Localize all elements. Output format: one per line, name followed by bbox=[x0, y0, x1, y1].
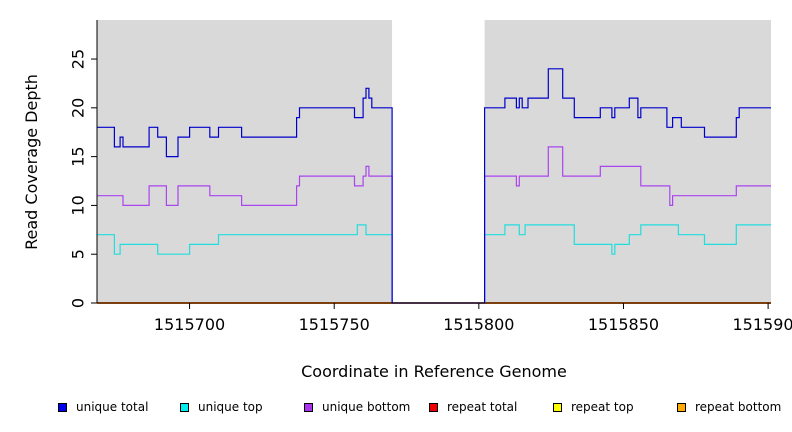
legend-swatch-repeat-top bbox=[553, 402, 562, 412]
legend-label-repeat-total: repeat total bbox=[447, 400, 518, 414]
x-axis-label: Coordinate in Reference Genome bbox=[301, 362, 567, 381]
legend-label-unique-top: unique top bbox=[198, 400, 263, 414]
series-unique-total bbox=[97, 68, 771, 304]
legend-item-repeat-total: repeat total bbox=[429, 400, 517, 414]
x-tick-label: 1515900 bbox=[732, 315, 792, 334]
y-tick-label: 0 bbox=[69, 298, 88, 308]
legend-swatch-unique-bottom bbox=[304, 402, 313, 412]
x-tick-label: 1515800 bbox=[443, 315, 514, 334]
x-tick-label: 1515750 bbox=[299, 315, 370, 334]
y-tick-label: 20 bbox=[69, 98, 88, 118]
legend-swatch-repeat-total bbox=[429, 402, 438, 412]
y-tick-label: 10 bbox=[69, 195, 88, 215]
gap-region bbox=[392, 20, 485, 303]
legend-item-unique-bottom: unique bottom bbox=[304, 400, 410, 414]
legend-item-repeat-bottom: repeat bottom bbox=[677, 400, 781, 414]
legend-swatch-unique-top bbox=[180, 402, 189, 412]
legend-item-repeat-top: repeat top bbox=[553, 400, 634, 414]
legend-label-repeat-bottom: repeat bottom bbox=[695, 400, 782, 414]
legend-swatch-repeat-bottom bbox=[677, 402, 686, 412]
legend: unique total unique top unique bottom re… bbox=[0, 400, 792, 420]
y-tick-label: 25 bbox=[69, 49, 88, 69]
series-unique-bottom bbox=[97, 146, 771, 304]
legend-label-repeat-top: repeat top bbox=[571, 400, 634, 414]
x-tick-label: 1515850 bbox=[588, 315, 659, 334]
legend-item-unique-top: unique top bbox=[180, 400, 263, 414]
series-unique-top bbox=[97, 224, 771, 304]
legend-label-unique-total: unique total bbox=[76, 400, 149, 414]
coverage-chart: 0 5 10 15 20 25 1515700 1515750 1515800 1515850 15… bbox=[22, 20, 792, 381]
legend-swatch-unique-total bbox=[58, 402, 67, 412]
y-tick-label: 15 bbox=[69, 146, 88, 166]
y-tick-label: 5 bbox=[69, 249, 88, 259]
gap-block bbox=[392, 20, 485, 303]
legend-item-unique-total: unique total bbox=[58, 400, 148, 414]
y-axis-label: Read Coverage Depth bbox=[22, 74, 41, 250]
x-tick-label: 1515700 bbox=[154, 315, 225, 334]
legend-label-unique-bottom: unique bottom bbox=[322, 400, 411, 414]
axes-layer: 0 5 10 15 20 25 1515700 1515750 1515800 1515850 15… bbox=[69, 20, 792, 334]
